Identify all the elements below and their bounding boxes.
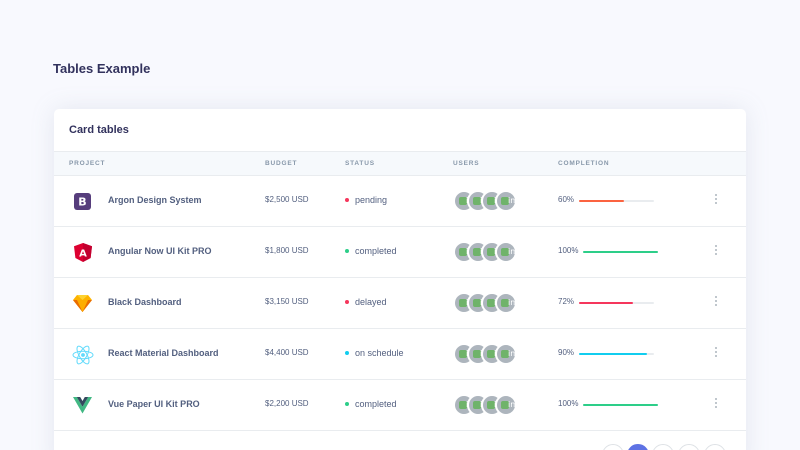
budget-value: $4,400 USD: [265, 348, 309, 357]
vue-icon[interactable]: [70, 393, 95, 418]
table-row: Black Dashboard $3,150 USD delayed i i i…: [54, 278, 746, 329]
completion-bar: [583, 251, 658, 253]
react-icon[interactable]: [70, 342, 95, 367]
status-badge: completed: [345, 246, 397, 256]
row-actions-menu-icon[interactable]: [712, 245, 720, 259]
completion-bar-fill: [579, 200, 624, 202]
status-dot: [345, 248, 349, 253]
project-name: React Material Dashboard: [108, 348, 219, 358]
avatar[interactable]: im: [495, 394, 517, 416]
table-row: React Material Dashboard $4,400 USD on s…: [54, 329, 746, 380]
budget-value: $3,150 USD: [265, 297, 309, 306]
completion-bar: [579, 200, 654, 202]
table-row: B Argon Design System $2,500 USD pending…: [54, 176, 746, 227]
column-header-users[interactable]: Users: [453, 160, 480, 167]
status-dot: [345, 401, 349, 406]
status-dot: [345, 299, 349, 304]
completion-bar-fill: [579, 353, 647, 355]
status-dot: [345, 350, 349, 355]
column-header-project[interactable]: Project: [69, 160, 106, 167]
row-actions-menu-icon[interactable]: [712, 347, 720, 361]
budget-value: $2,500 USD: [265, 195, 309, 204]
card-title: Card tables: [69, 124, 129, 136]
completion-bar-fill: [583, 404, 658, 406]
page-title: Tables Example: [53, 61, 151, 76]
project-name: Argon Design System: [108, 195, 202, 205]
table-row: A Angular Now UI Kit PRO $1,800 USD comp…: [54, 227, 746, 278]
completion-value: 72%: [558, 297, 575, 306]
row-actions-menu-icon[interactable]: [712, 296, 720, 310]
row-actions-menu-icon[interactable]: [712, 398, 720, 412]
avatar[interactable]: im: [495, 343, 517, 365]
avatar[interactable]: im: [495, 241, 517, 263]
status-label: on schedule: [355, 348, 404, 358]
status-badge: pending: [345, 195, 387, 205]
completion-value: 100%: [558, 246, 579, 255]
status-badge: delayed: [345, 297, 387, 307]
column-header-completion[interactable]: Completion: [558, 160, 610, 167]
avatar[interactable]: im: [495, 292, 517, 314]
completion-bar-fill: [583, 251, 658, 253]
completion-value: 100%: [558, 399, 579, 408]
project-name: Black Dashboard: [108, 297, 182, 307]
status-dot: [345, 197, 349, 202]
column-header-status[interactable]: Status: [345, 160, 375, 167]
sketch-icon[interactable]: [70, 291, 95, 316]
budget-value: $2,200 USD: [265, 399, 309, 408]
status-badge: completed: [345, 399, 397, 409]
project-name: Angular Now UI Kit PRO: [108, 246, 212, 256]
completion-bar: [579, 353, 654, 355]
status-badge: on schedule: [345, 348, 404, 358]
completion-value: 60%: [558, 195, 575, 204]
status-label: completed: [355, 246, 397, 256]
angular-icon[interactable]: A: [70, 240, 95, 265]
status-label: pending: [355, 195, 388, 205]
completion-value: 90%: [558, 348, 575, 357]
row-actions-menu-icon[interactable]: [712, 194, 720, 208]
status-label: completed: [355, 399, 397, 409]
column-header-budget[interactable]: Budget: [265, 160, 298, 167]
completion-bar: [583, 404, 658, 406]
table-header: Project Budget Status Users Completion: [54, 151, 746, 176]
card-tables: Card tables Project Budget Status Users …: [54, 109, 746, 450]
status-label: delayed: [355, 297, 387, 307]
svg-text:A: A: [79, 249, 87, 260]
completion-bar-fill: [579, 302, 633, 304]
budget-value: $1,800 USD: [265, 246, 309, 255]
bootstrap-icon[interactable]: B: [70, 189, 95, 214]
avatar[interactable]: im: [495, 190, 517, 212]
completion-bar: [579, 302, 654, 304]
project-name: Vue Paper UI Kit PRO: [108, 399, 200, 409]
table-row: Vue Paper UI Kit PRO $2,200 USD complete…: [54, 380, 746, 431]
svg-text:B: B: [78, 196, 86, 209]
